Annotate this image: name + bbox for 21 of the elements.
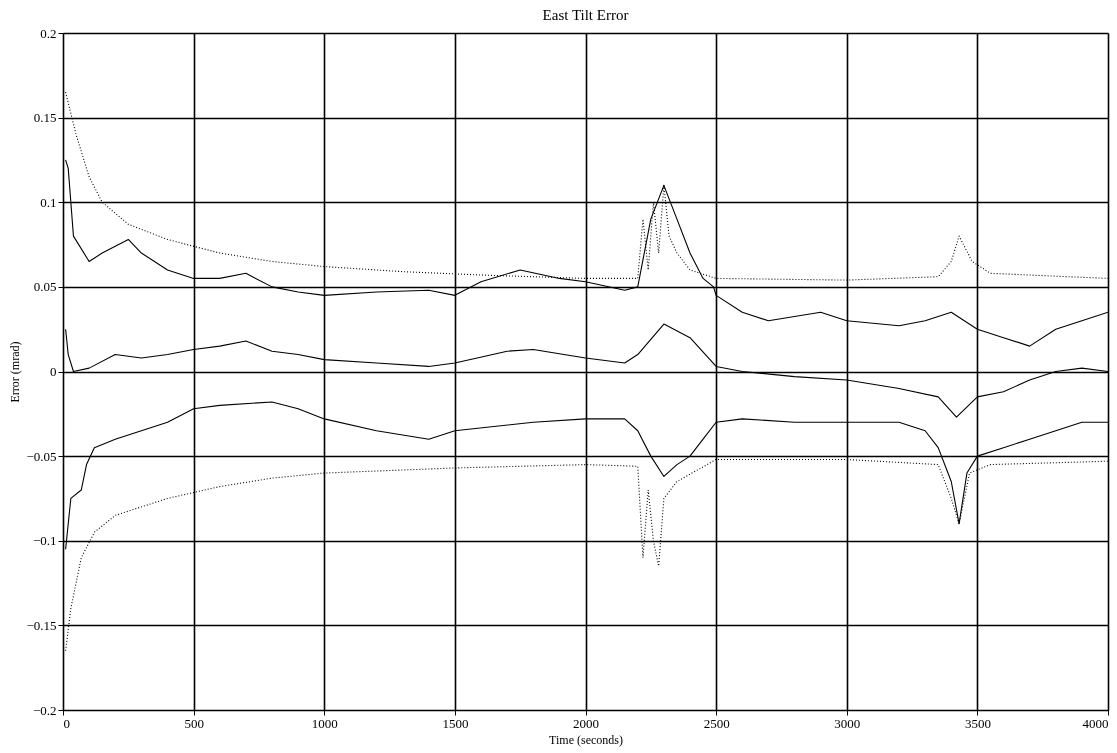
- y-axis-title: Error (mrad): [8, 341, 23, 403]
- y-tick-label: 0.2: [40, 25, 57, 41]
- y-tick-label: −0.1: [32, 533, 57, 549]
- y-tick-label: 0.15: [33, 110, 57, 126]
- y-tick-label: −0.05: [26, 448, 57, 464]
- x-tick-label: 500: [184, 715, 204, 731]
- x-tick-label: 3500: [964, 715, 991, 731]
- y-tick-label: 0.05: [33, 279, 57, 295]
- y-tick-label: 0: [50, 364, 57, 379]
- x-tick-label: 3000: [834, 715, 861, 731]
- y-tick-label: −0.15: [26, 617, 57, 633]
- x-tick-label: 4000: [1082, 715, 1109, 731]
- x-tick-label: 2000: [573, 715, 599, 731]
- chart-title: East Tilt Error: [542, 7, 629, 23]
- x-tick-label: 1000: [311, 715, 338, 731]
- x-tick-label: 2500: [703, 715, 730, 731]
- x-tick-label: 1500: [442, 715, 469, 731]
- y-tick-label: 0.1: [40, 194, 57, 210]
- x-axis-title: Time (seconds): [549, 732, 623, 747]
- y-tick-label: −0.2: [32, 702, 57, 718]
- x-tick-label: 0: [63, 715, 70, 731]
